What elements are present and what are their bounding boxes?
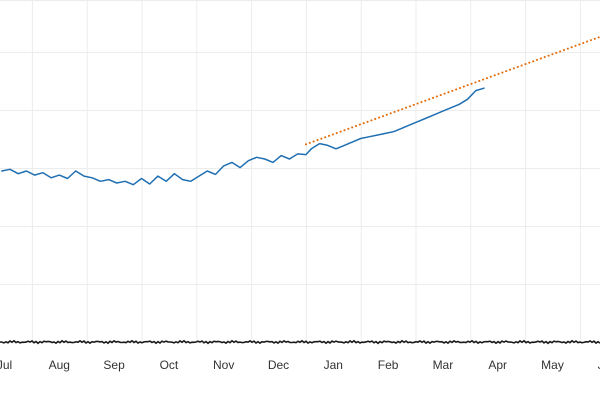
x-tick-label-jun: Jun bbox=[598, 358, 600, 372]
x-tick-label-nov: Nov bbox=[213, 358, 234, 372]
x-tick-label-may: May bbox=[541, 358, 564, 372]
x-tick-label-jul: Jul bbox=[0, 358, 12, 372]
x-tick-label-dec: Dec bbox=[268, 358, 289, 372]
x-tick-label-apr: Apr bbox=[488, 358, 507, 372]
series-layer bbox=[1, 35, 600, 186]
actual-series-line bbox=[1, 87, 485, 186]
x-tick-label-mar: Mar bbox=[433, 358, 454, 372]
x-tick-label-feb: Feb bbox=[378, 358, 399, 372]
forecast-series-line bbox=[304, 35, 600, 146]
x-tick-label-aug: Aug bbox=[49, 358, 70, 372]
x-tick-label-sep: Sep bbox=[103, 358, 125, 372]
x-tick-label-oct: Oct bbox=[160, 358, 179, 372]
x-tick-label-jan: Jan bbox=[324, 358, 343, 372]
grid bbox=[0, 0, 600, 342]
x-axis-ticks: Jul Aug Sep Oct Nov Dec Jan Feb Mar Apr May Jun bbox=[0, 358, 600, 372]
x-axis-line bbox=[0, 339, 600, 345]
